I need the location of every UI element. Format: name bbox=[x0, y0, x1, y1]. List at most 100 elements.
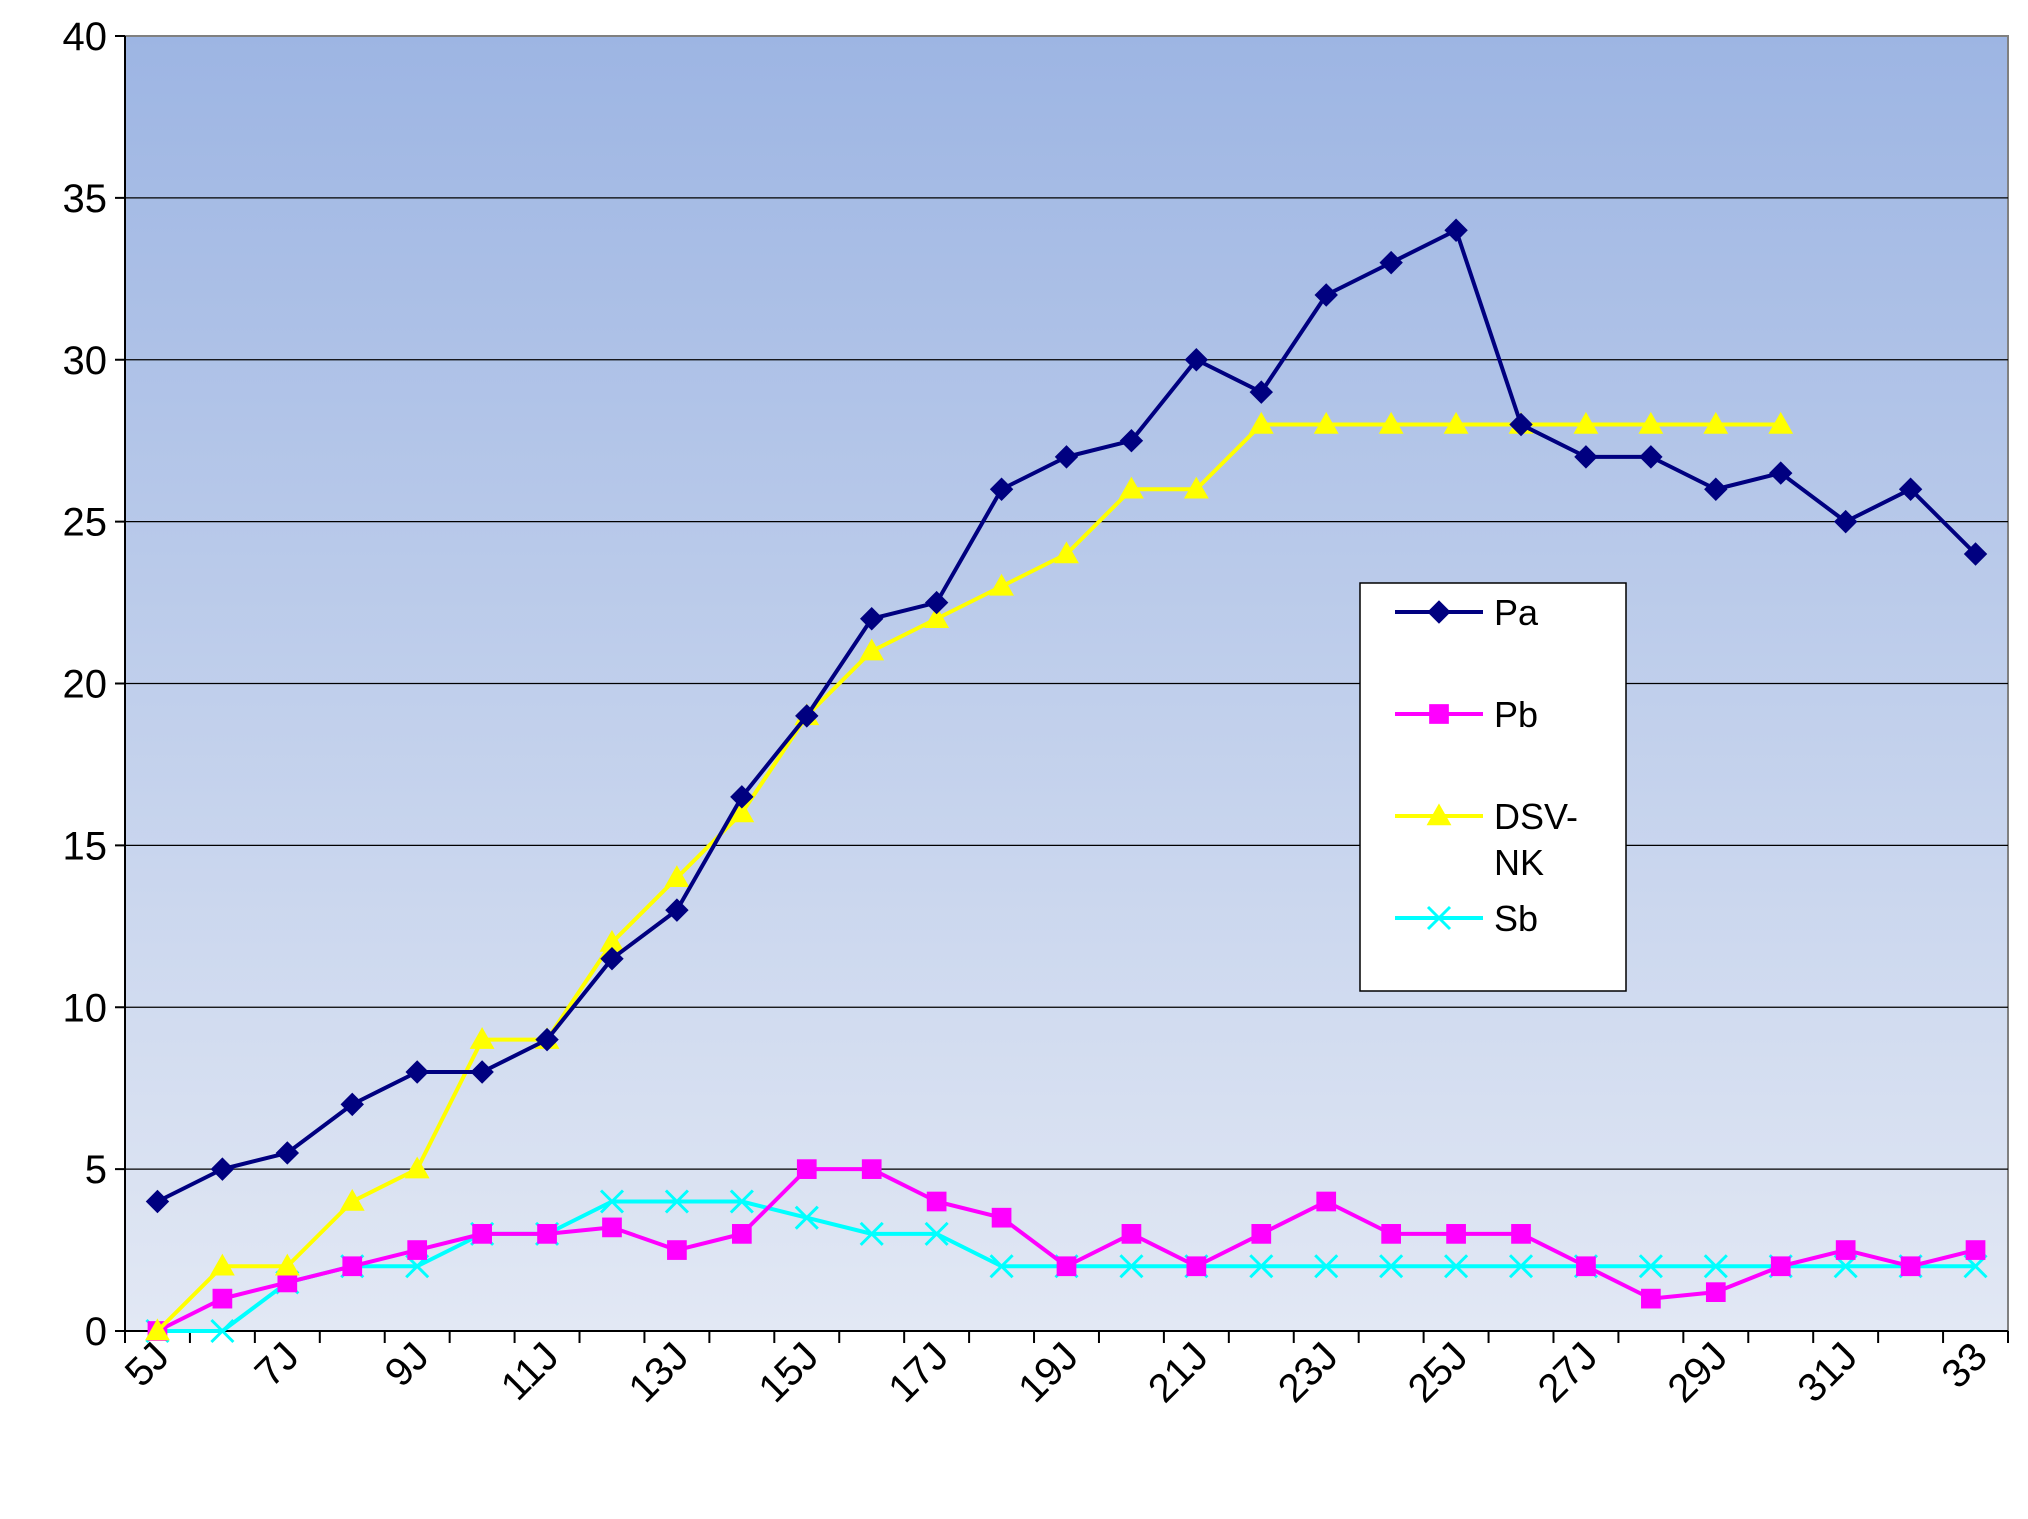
data-point bbox=[275, 1141, 300, 1165]
data-point bbox=[1639, 445, 1663, 469]
data-point bbox=[470, 1060, 494, 1084]
data-point bbox=[1186, 1256, 1207, 1277]
legend-item-pb: Pb bbox=[1395, 694, 1538, 735]
data-point bbox=[924, 590, 949, 615]
data-point bbox=[1835, 1240, 1856, 1260]
y-tick-label: 40 bbox=[63, 15, 108, 59]
data-point bbox=[991, 1207, 1012, 1228]
data-point bbox=[210, 1157, 235, 1181]
data-point bbox=[1509, 412, 1533, 437]
data-point bbox=[1511, 1224, 1531, 1244]
x-tick-label: 13J bbox=[621, 1334, 698, 1411]
data-point bbox=[1965, 1240, 1986, 1260]
data-point bbox=[1703, 411, 1729, 434]
x-tick-label: 15J bbox=[750, 1334, 827, 1411]
legend-marker bbox=[1429, 704, 1449, 724]
data-point bbox=[1054, 541, 1079, 564]
data-point bbox=[1704, 477, 1728, 501]
y-tick-label: 15 bbox=[63, 824, 108, 868]
y-tick-label: 30 bbox=[63, 339, 108, 383]
data-point bbox=[924, 606, 950, 629]
data-point bbox=[859, 1221, 884, 1246]
legend-box bbox=[1359, 582, 1627, 992]
data-point bbox=[1119, 476, 1144, 499]
data-point bbox=[1054, 445, 1079, 469]
y-tick-label: 35 bbox=[63, 177, 108, 221]
y-tick-label: 20 bbox=[63, 663, 108, 707]
data-point bbox=[1638, 411, 1664, 434]
data-point bbox=[795, 704, 819, 728]
x-tick-label: 33 bbox=[1933, 1334, 1996, 1397]
x-tick-label: 29J bbox=[1659, 1334, 1736, 1411]
data-point bbox=[1638, 1254, 1663, 1279]
data-point bbox=[1119, 428, 1144, 453]
data-point bbox=[1121, 1224, 1142, 1244]
y-tick-label: 5 bbox=[85, 1148, 107, 1192]
x-tick-label: 23J bbox=[1270, 1334, 1347, 1411]
x-tick-label: 21J bbox=[1140, 1334, 1217, 1411]
data-point bbox=[277, 1272, 298, 1293]
data-point bbox=[535, 1027, 559, 1052]
data-point bbox=[794, 1205, 819, 1230]
legend-label: DSV- bbox=[1494, 796, 1578, 837]
data-point bbox=[1379, 1254, 1404, 1279]
x-tick-label: 25J bbox=[1400, 1334, 1477, 1411]
x-tick-label: 17J bbox=[880, 1334, 957, 1411]
y-tick-label: 10 bbox=[63, 986, 108, 1030]
data-point bbox=[1119, 1254, 1144, 1279]
data-point bbox=[1183, 476, 1209, 499]
data-point bbox=[339, 1188, 365, 1211]
data-point bbox=[1446, 1224, 1466, 1244]
data-point bbox=[1576, 1256, 1596, 1277]
series-pb bbox=[147, 1159, 1986, 1341]
data-point bbox=[405, 1060, 429, 1084]
data-point bbox=[1056, 1256, 1077, 1277]
data-point bbox=[1898, 477, 1923, 501]
data-point bbox=[1248, 411, 1274, 434]
x-tick-label: 5J bbox=[117, 1334, 178, 1395]
data-point bbox=[145, 1318, 170, 1341]
legend-item-dsv-nk: DSV- NK bbox=[1395, 796, 1578, 883]
y-axis: 0 5 10 15 20 25 30 35 40 bbox=[63, 15, 126, 1354]
data-point bbox=[407, 1240, 428, 1260]
data-point bbox=[1378, 411, 1404, 434]
data-point bbox=[1963, 542, 1988, 566]
data-point bbox=[1900, 1256, 1921, 1277]
data-point bbox=[989, 1254, 1014, 1279]
data-point bbox=[861, 1159, 882, 1179]
data-point bbox=[730, 785, 754, 809]
data-point bbox=[1184, 348, 1209, 372]
data-point bbox=[1641, 1288, 1661, 1309]
data-point bbox=[599, 1189, 625, 1214]
x-tick-label: 7J bbox=[247, 1334, 308, 1395]
data-point bbox=[342, 1256, 363, 1277]
data-point bbox=[1313, 411, 1339, 434]
data-point bbox=[1381, 1224, 1402, 1244]
data-point bbox=[1379, 250, 1403, 275]
data-point bbox=[989, 477, 1014, 501]
data-point bbox=[1443, 411, 1469, 434]
x-tick-label: 11J bbox=[493, 1334, 568, 1409]
x-tick-label: 19J bbox=[1010, 1334, 1087, 1411]
data-point bbox=[989, 573, 1014, 596]
x-tick-label: 27J bbox=[1530, 1334, 1607, 1411]
data-point bbox=[209, 1253, 235, 1276]
data-point bbox=[537, 1224, 557, 1244]
data-point bbox=[404, 1156, 430, 1179]
data-point bbox=[210, 1318, 235, 1344]
gridlines bbox=[125, 197, 2008, 1170]
data-point bbox=[859, 638, 885, 661]
legend-label: Pb bbox=[1494, 694, 1538, 735]
data-point bbox=[664, 865, 690, 888]
legend-marker bbox=[1426, 803, 1452, 826]
data-point bbox=[729, 800, 755, 823]
legend-label: NK bbox=[1494, 842, 1544, 883]
data-point bbox=[145, 1189, 170, 1214]
data-point bbox=[729, 1189, 754, 1214]
data-point bbox=[924, 1221, 949, 1246]
data-point bbox=[1508, 1254, 1534, 1279]
legend-label: Sb bbox=[1494, 898, 1538, 939]
data-point bbox=[796, 1159, 817, 1179]
legend: Pa Pb DSV- NK Sb bbox=[1359, 582, 1627, 992]
x-tick-label: 9J bbox=[377, 1334, 438, 1395]
